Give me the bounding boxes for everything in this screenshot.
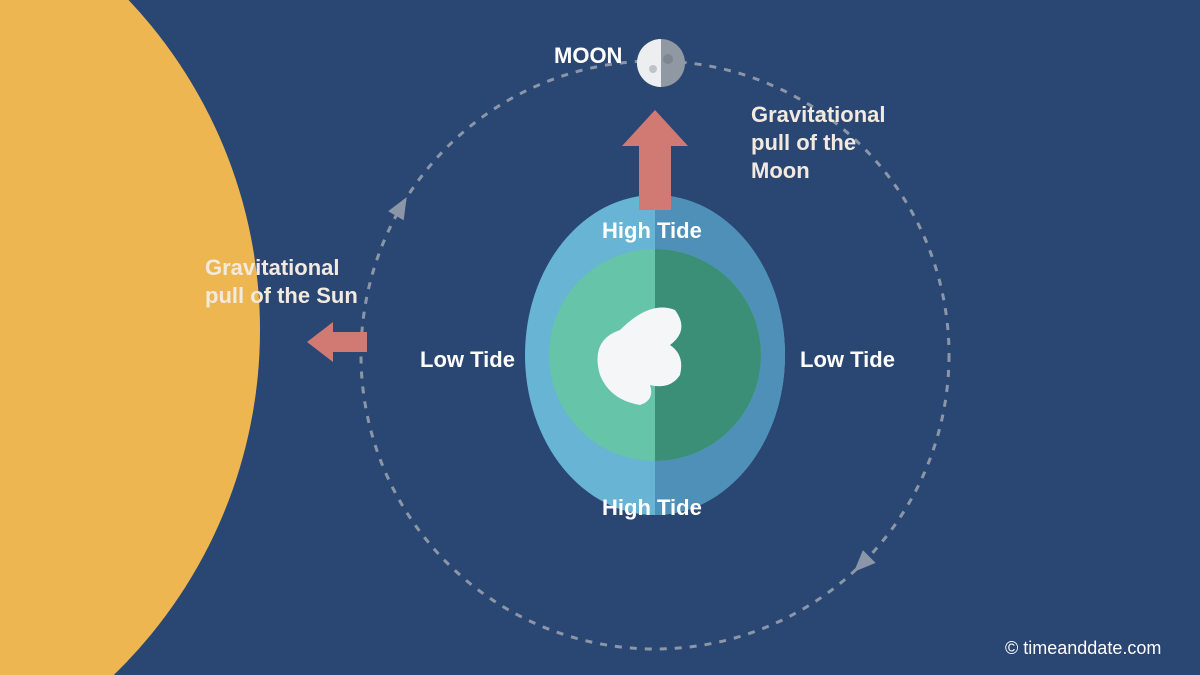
low-tide-left-label: Low Tide — [420, 347, 515, 373]
diagram-svg — [0, 0, 1200, 675]
high-tide-bottom-label: High Tide — [602, 495, 702, 521]
high-tide-top-label: High Tide — [602, 218, 702, 244]
credit-text: © timeanddate.com — [1005, 638, 1161, 659]
sun-pull-label-line1: Gravitational — [205, 255, 339, 281]
moon-pull-label-line3: Moon — [751, 158, 810, 184]
moon-pull-label-line2: pull of the — [751, 130, 856, 156]
diagram-stage: MOON Gravitational pull of the Moon Grav… — [0, 0, 1200, 675]
low-tide-right-label: Low Tide — [800, 347, 895, 373]
moon — [637, 39, 685, 87]
moon-label: MOON — [554, 43, 622, 69]
moon-pull-label-line1: Gravitational — [751, 102, 885, 128]
sun-pull-label-line2: pull of the Sun — [205, 283, 358, 309]
